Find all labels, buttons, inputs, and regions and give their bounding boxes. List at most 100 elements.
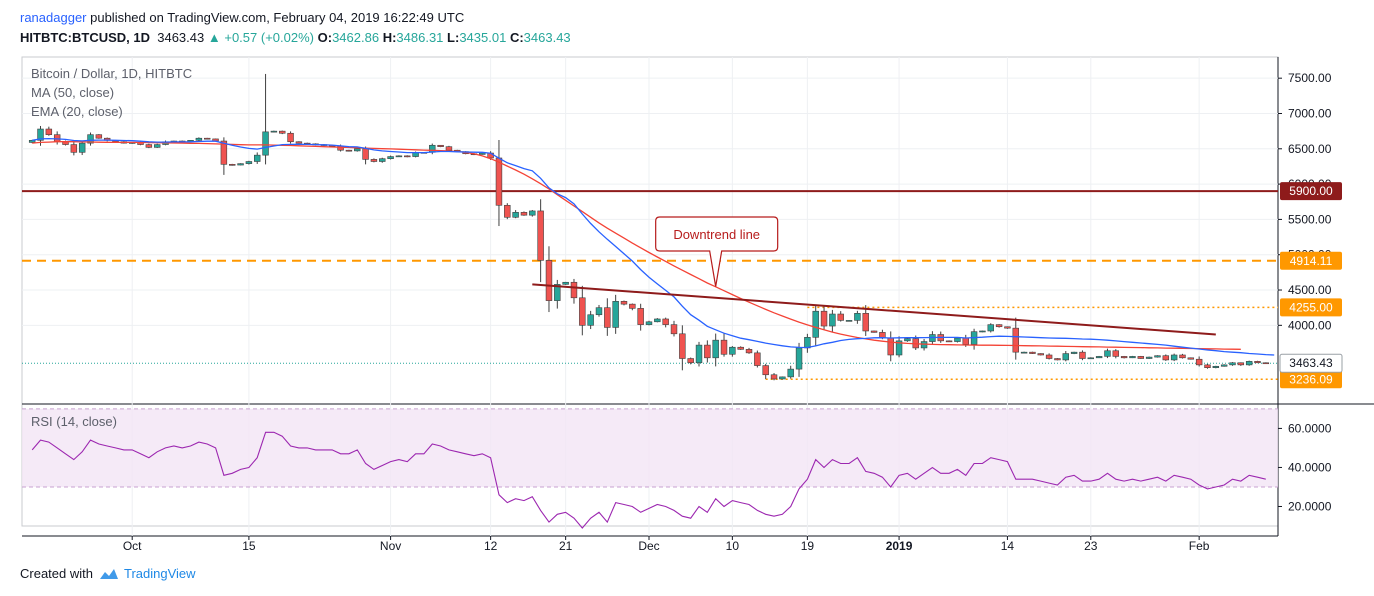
candle-body — [404, 155, 411, 158]
candle-body — [1262, 362, 1270, 365]
high-value: 3486.31 — [396, 30, 444, 45]
candle-body — [237, 163, 244, 166]
time-tick-label: 21 — [559, 539, 573, 553]
candle-body — [845, 320, 853, 322]
candle-body — [387, 156, 394, 159]
candle-body — [595, 307, 603, 316]
candle-body — [895, 340, 903, 356]
candle-body — [770, 374, 778, 380]
candle-body — [153, 144, 161, 148]
rsi-legend: RSI (14, close) — [31, 412, 117, 431]
level-badge-4914.11 — [1280, 251, 1342, 270]
candle-body — [295, 141, 303, 144]
candle-body — [1162, 355, 1170, 361]
candle-body — [645, 321, 653, 325]
time-tick-label: 14 — [1001, 539, 1015, 553]
candle-body — [1145, 356, 1153, 359]
rsi-tick-label: 60.0000 — [1288, 421, 1332, 435]
candle-body — [203, 137, 211, 140]
rsi-tick-label: 40.0000 — [1288, 460, 1332, 474]
candle-body — [1104, 350, 1111, 357]
candle-body — [1054, 358, 1061, 361]
candle-body — [762, 365, 769, 376]
symbol-name: HITBTC:BTCUSD, 1D — [20, 30, 150, 45]
candle-body — [1045, 354, 1053, 359]
candle-body — [695, 344, 703, 364]
candle-body — [854, 313, 861, 321]
level-badge-3236.09 — [1280, 370, 1342, 389]
candle-body — [562, 281, 569, 285]
candle-body — [1154, 355, 1161, 358]
last-price: 3463.43 — [157, 30, 205, 45]
candle-body — [662, 318, 669, 325]
candle-body — [1220, 364, 1228, 367]
candle-body — [512, 212, 519, 218]
candle-body — [195, 137, 203, 141]
symbol-info: HITBTC:BTCUSD, 1D 3463.43 ▲ +0.57 (+0.02… — [20, 30, 571, 45]
price-tick-label: 7000.00 — [1288, 106, 1332, 120]
candle-body — [529, 210, 536, 216]
open-value: 3462.86 — [332, 30, 380, 45]
candle-body — [687, 358, 694, 364]
candle-body — [870, 330, 878, 333]
candle-body — [1037, 353, 1044, 356]
close-value: 3463.43 — [523, 30, 571, 45]
candle-body — [445, 146, 453, 151]
price-tick-label: 4000.00 — [1288, 318, 1332, 332]
change-value: +0.57 (+0.02%) — [224, 30, 314, 45]
candle-body — [712, 339, 719, 359]
candle-body — [745, 349, 753, 354]
candle-body — [579, 297, 586, 326]
time-tick-label: 12 — [484, 539, 498, 553]
candle-body — [262, 131, 269, 156]
price-tick-label: 6500.00 — [1288, 142, 1332, 156]
candle-body — [612, 301, 619, 328]
candle-body — [279, 130, 286, 134]
candle-body — [979, 330, 986, 333]
level-label-5900.00: 5900.00 — [1289, 184, 1333, 198]
price-tick-label: 5500.00 — [1288, 212, 1332, 226]
candle-body — [987, 324, 994, 332]
close-label: C: — [509, 30, 524, 45]
candle-body — [520, 212, 528, 216]
candle-body — [904, 338, 911, 342]
candle-body — [1195, 358, 1203, 366]
level-label-4914.11: 4914.11 — [1290, 254, 1333, 268]
candle-body — [270, 130, 278, 133]
candle-body — [812, 310, 819, 338]
candle-body — [1237, 362, 1245, 366]
candle-body — [862, 313, 869, 332]
candle-body — [78, 142, 86, 153]
main-legend: Bitcoin / Dollar, 1D, HITBTC MA (50, clo… — [31, 64, 192, 121]
level-label-3236.09: 3236.09 — [1289, 372, 1333, 386]
author-link[interactable]: ranadagger — [20, 10, 87, 25]
created-with-text: Created with — [20, 566, 93, 581]
candle-body — [395, 155, 403, 158]
rsi-band — [22, 408, 1278, 487]
candle-body — [829, 313, 836, 327]
candle-body — [1062, 353, 1069, 361]
candle-body — [554, 284, 561, 301]
candle-body — [1212, 365, 1220, 368]
ema20-line — [32, 137, 1275, 356]
candle-body — [654, 318, 661, 323]
candle-body — [145, 144, 153, 148]
low-label: L: — [447, 30, 460, 45]
candle-body — [1120, 356, 1128, 359]
time-tick-label: Dec — [638, 539, 659, 553]
candle-body — [1087, 357, 1095, 360]
candle-body — [70, 144, 78, 153]
downtrend-line — [532, 283, 1216, 336]
tradingview-brand[interactable]: TradingView — [123, 566, 196, 581]
legend-ma: MA (50, close) — [31, 85, 115, 100]
candle-body — [795, 347, 803, 370]
candle-body — [1029, 351, 1036, 354]
candle-body — [779, 376, 786, 380]
candle-body — [604, 307, 611, 328]
candle-body — [820, 310, 828, 327]
candle-body — [720, 339, 728, 355]
candle-body — [670, 324, 678, 335]
candle-body — [1020, 351, 1028, 354]
candle-body — [962, 337, 969, 345]
